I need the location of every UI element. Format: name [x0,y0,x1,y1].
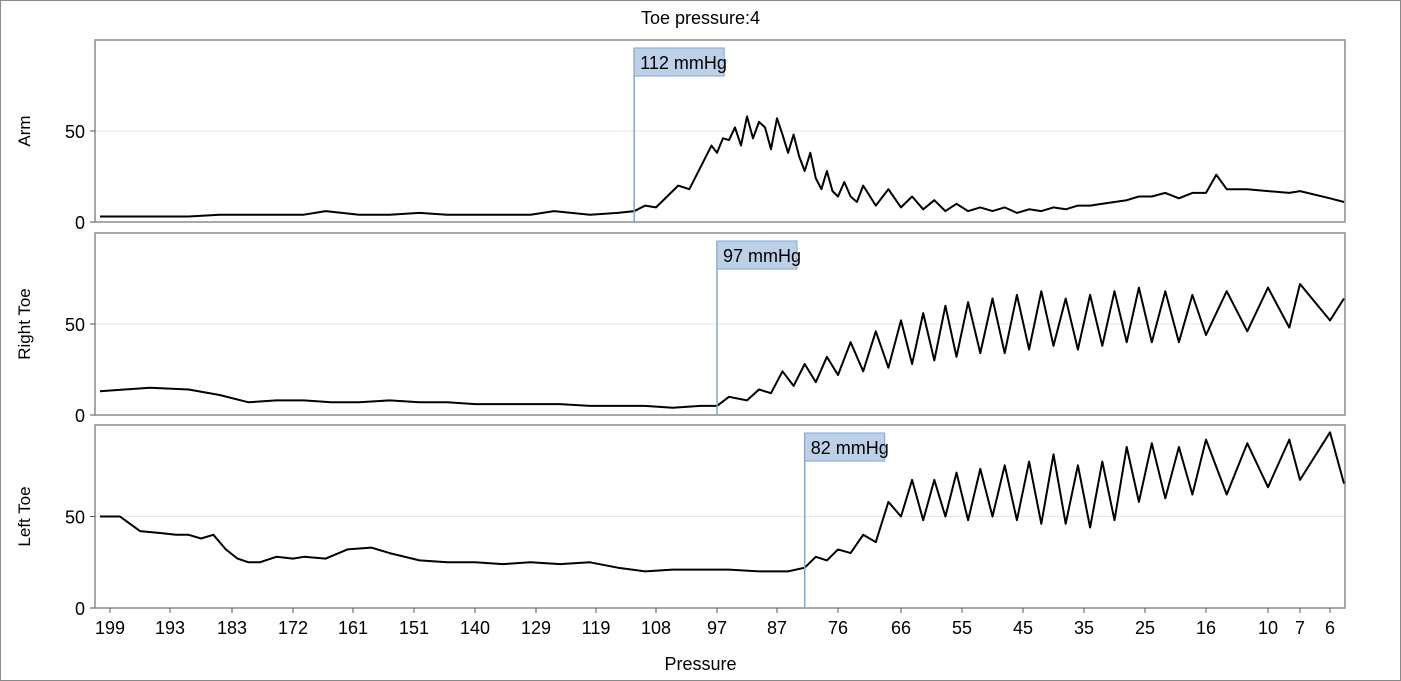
marker-label-box [716,240,798,270]
y-tick-label: 0 [75,406,85,426]
marker-label-box [633,47,725,77]
x-tick-label: 140 [460,618,490,638]
y-tick-label: 50 [65,122,85,142]
marker-label: 82 mmHg [811,438,889,458]
chart-title: Toe pressure:4 [640,8,761,28]
x-tick-label: 108 [641,618,671,638]
series-line [100,431,1345,573]
x-tick-label: 25 [1135,618,1155,638]
marker-label-box [804,432,886,462]
x-tick-label: 151 [399,618,429,638]
x-tick-label: 161 [338,618,368,638]
series-line [100,115,1345,218]
x-tick-label: 119 [582,618,611,638]
x-tick-label: 35 [1074,618,1094,638]
y-tick-label: 0 [75,213,85,233]
x-tick-label: 199 [95,618,125,638]
y-axis-label: Right Toe [15,288,34,360]
y-tick-label: 0 [75,599,85,619]
x-tick-label: 97 [707,618,727,638]
x-tick-label: 193 [155,618,185,638]
x-tick-label: 6 [1325,618,1335,638]
x-tick-label: 55 [952,618,972,638]
marker-label: 97 mmHg [723,246,801,266]
y-tick-label: 50 [65,315,85,335]
x-tick-label: 66 [891,618,911,638]
x-tick-label: 172 [278,618,308,638]
x-tick-label: 45 [1013,618,1033,638]
x-tick-label: 76 [828,618,848,638]
x-axis-label: Pressure [664,654,737,674]
y-axis-label: Arm [15,115,34,146]
x-tick-label: 183 [217,618,247,638]
x-tick-label: 16 [1196,618,1216,638]
x-tick-label: 129 [521,618,551,638]
y-tick-label: 50 [65,508,85,528]
y-axis-label: Left Toe [15,486,34,546]
x-tick-label: 7 [1295,618,1305,638]
x-tick-label: 87 [767,618,787,638]
series-line [99,283,1345,409]
x-tick-label: 10 [1258,618,1278,638]
marker-label: 112 mmHg [640,53,727,73]
